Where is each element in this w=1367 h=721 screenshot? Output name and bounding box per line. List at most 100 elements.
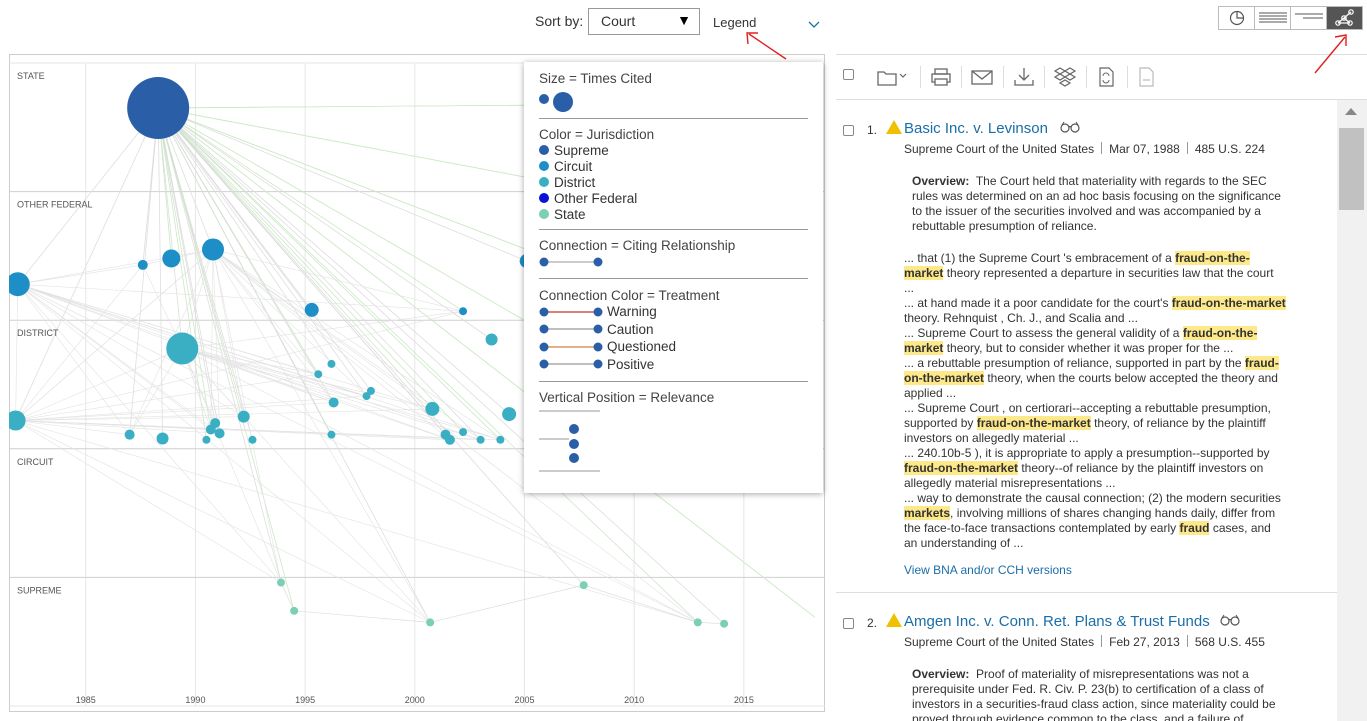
snippet: ... 240.10b-5 ), it is appropriate to ap… [904, 446, 1286, 491]
jurisdiction-label: Other Federal [554, 190, 638, 206]
citation-edge [17, 283, 433, 410]
result-checkbox[interactable] [843, 618, 854, 629]
sort-by-select[interactable]: Court ▼ [588, 8, 700, 35]
result-title[interactable]: Amgen Inc. v. Conn. Ret. Plans & Trust F… [904, 613, 1210, 630]
citation-edge [157, 107, 699, 623]
case-node[interactable] [127, 77, 190, 140]
case-node[interactable] [137, 259, 148, 270]
snippet-text: theory, of reliance by the plaintiff inv… [904, 416, 1266, 445]
citation-edge [157, 108, 163, 439]
scroll-thumb[interactable] [1339, 128, 1364, 210]
case-node[interactable] [248, 435, 257, 444]
case-node[interactable] [425, 401, 440, 416]
result-checkbox[interactable] [843, 125, 854, 136]
case-node[interactable] [9, 410, 26, 431]
convert-icon[interactable] [1094, 66, 1118, 88]
case-node[interactable] [237, 410, 250, 423]
case-node[interactable] [202, 435, 211, 444]
overview-label: Overview: [912, 174, 970, 188]
legend-vertical-title: Vertical Position = Relevance [539, 390, 715, 405]
citation-edge [157, 107, 431, 623]
legend-size-section: Size = Times Cited [539, 71, 808, 115]
lane-label: STATE [17, 71, 45, 81]
caution-flag-icon[interactable] [886, 613, 902, 627]
legend-treatment-section: Connection Color = Treatment Warning Caut… [539, 288, 808, 373]
case-node[interactable] [579, 581, 588, 590]
citation-edge [182, 310, 464, 349]
bna-cch-link[interactable]: View BNA and/or CCH versions [904, 563, 1072, 577]
color-swatch-icon [539, 177, 549, 187]
case-node[interactable] [476, 435, 485, 444]
network-graph-icon[interactable] [1327, 7, 1362, 29]
case-node[interactable] [314, 370, 323, 379]
citation-edge [182, 348, 367, 397]
view-switch [1218, 6, 1363, 30]
citation-edge [294, 610, 431, 623]
folder-icon[interactable] [876, 66, 908, 88]
case-node[interactable] [156, 432, 169, 445]
case-node[interactable] [496, 435, 505, 444]
select-all-checkbox[interactable] [843, 69, 854, 80]
export-icon[interactable] [1134, 66, 1158, 88]
citation-edge [17, 284, 130, 435]
case-node[interactable] [693, 618, 702, 627]
caution-flag-icon[interactable] [886, 120, 902, 134]
citation-edge [157, 107, 510, 415]
case-node[interactable] [277, 578, 285, 587]
case-node[interactable] [328, 397, 339, 408]
scroll-up-arrow-icon[interactable] [1345, 108, 1357, 115]
citation-edge [182, 249, 214, 349]
lane-label: CIRCUIT [17, 457, 54, 467]
preview-glasses-icon[interactable] [1220, 614, 1240, 626]
case-node[interactable] [459, 428, 468, 437]
citation-edge [157, 107, 816, 618]
pie-chart-icon[interactable] [1219, 7, 1255, 29]
case-node[interactable] [327, 359, 336, 368]
citation-edge [182, 348, 431, 623]
snippet: ... that (1) the Supreme Court 's embrac… [904, 251, 1286, 296]
citation-edge [697, 622, 725, 625]
case-node[interactable] [502, 407, 517, 422]
results-top-border [836, 54, 1367, 55]
case-node[interactable] [327, 430, 336, 439]
citation-edge [212, 249, 451, 441]
case-node[interactable] [166, 332, 199, 365]
case-node[interactable] [9, 272, 30, 297]
preview-glasses-icon[interactable] [1060, 121, 1080, 133]
case-node[interactable] [162, 249, 181, 268]
results-scrollbar[interactable] [1337, 100, 1367, 721]
case-node[interactable] [366, 386, 375, 395]
case-node[interactable] [202, 238, 224, 261]
lane-label: DISTRICT [17, 328, 59, 338]
citation-edge [17, 283, 211, 430]
full-list-icon[interactable] [1255, 7, 1291, 29]
download-icon[interactable] [1012, 66, 1036, 88]
case-node[interactable] [444, 434, 455, 445]
citation-edge [17, 264, 143, 285]
chevron-down-icon[interactable] [806, 16, 822, 32]
case-node[interactable] [459, 307, 468, 316]
dropbox-icon[interactable] [1053, 66, 1077, 88]
case-node[interactable] [124, 429, 135, 440]
case-node[interactable] [426, 618, 435, 627]
citation-edge [15, 408, 433, 421]
legend-color-section: Color = Jurisdiction Supreme Circuit Distr… [539, 127, 808, 222]
case-node[interactable] [214, 428, 225, 439]
short-list-icon[interactable] [1291, 7, 1327, 29]
case-node[interactable] [210, 418, 221, 429]
case-node[interactable] [290, 606, 299, 615]
result-citation: 568 U.S. 455 [1194, 635, 1265, 649]
result-meta: Supreme Court of the United States Mar 07… [904, 142, 1265, 156]
case-node[interactable] [720, 619, 729, 628]
x-tick-label: 2010 [624, 695, 644, 705]
legend-toggle[interactable]: Legend [713, 15, 757, 30]
toolbar-separator [961, 66, 962, 88]
print-icon[interactable] [929, 66, 953, 88]
citation-edge [15, 348, 183, 421]
email-icon[interactable] [970, 66, 994, 88]
result-title[interactable]: Basic Inc. v. Levinson [904, 120, 1048, 137]
case-node[interactable] [485, 333, 498, 346]
citation-edge [157, 107, 183, 349]
case-node[interactable] [304, 302, 319, 317]
result-divider [836, 592, 1337, 593]
